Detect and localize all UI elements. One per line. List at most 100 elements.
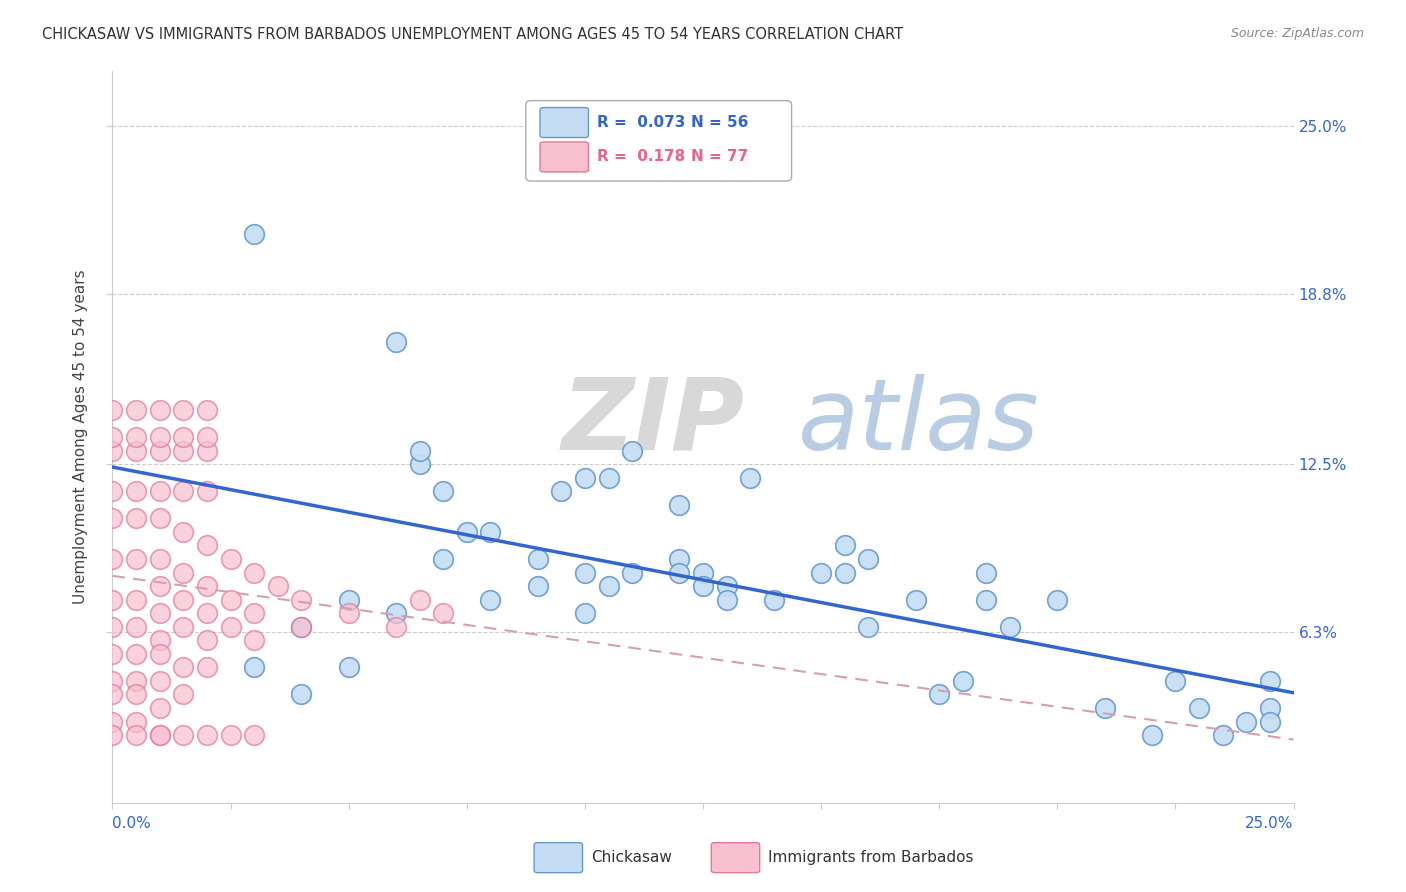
Point — [125, 688, 148, 702]
Point — [1094, 701, 1116, 715]
Point — [432, 484, 454, 499]
Point — [408, 457, 430, 471]
Point — [762, 592, 785, 607]
Point — [621, 566, 644, 580]
Point — [243, 633, 266, 648]
Point — [668, 566, 690, 580]
Point — [692, 566, 714, 580]
Point — [172, 728, 194, 742]
FancyBboxPatch shape — [526, 101, 792, 181]
Point — [243, 606, 266, 620]
Point — [479, 592, 502, 607]
Point — [1046, 592, 1069, 607]
Text: atlas: atlas — [797, 374, 1039, 471]
Point — [101, 620, 124, 634]
Point — [195, 660, 218, 674]
Point — [195, 633, 218, 648]
Point — [149, 443, 172, 458]
Point — [526, 579, 548, 593]
Point — [1258, 714, 1281, 729]
Text: Immigrants from Barbados: Immigrants from Barbados — [768, 850, 973, 865]
Point — [195, 430, 218, 444]
Point — [101, 484, 124, 499]
Point — [172, 592, 194, 607]
Point — [219, 552, 242, 566]
Point — [101, 403, 124, 417]
Point — [101, 511, 124, 525]
Point — [172, 524, 194, 539]
Point — [1258, 673, 1281, 688]
Point — [408, 443, 430, 458]
Point — [149, 701, 172, 715]
Point — [125, 673, 148, 688]
Point — [858, 552, 880, 566]
Text: Chickasaw: Chickasaw — [591, 850, 672, 865]
Point — [598, 471, 620, 485]
Point — [149, 673, 172, 688]
Point — [149, 647, 172, 661]
Point — [125, 443, 148, 458]
Point — [668, 498, 690, 512]
Text: Source: ZipAtlas.com: Source: ZipAtlas.com — [1230, 27, 1364, 40]
Point — [337, 660, 360, 674]
Point — [101, 443, 124, 458]
Point — [172, 484, 194, 499]
Point — [195, 579, 218, 593]
Point — [125, 620, 148, 634]
Point — [172, 403, 194, 417]
Point — [834, 566, 856, 580]
Text: 0.0%: 0.0% — [112, 816, 152, 831]
Text: CHICKASAW VS IMMIGRANTS FROM BARBADOS UNEMPLOYMENT AMONG AGES 45 TO 54 YEARS COR: CHICKASAW VS IMMIGRANTS FROM BARBADOS UN… — [42, 27, 903, 42]
Point — [621, 443, 644, 458]
Point — [1140, 728, 1163, 742]
Point — [716, 592, 738, 607]
Point — [243, 728, 266, 742]
Text: ZIP: ZIP — [561, 374, 744, 471]
Point — [125, 647, 148, 661]
Point — [598, 579, 620, 593]
Text: R =  0.178: R = 0.178 — [596, 150, 685, 164]
Point — [172, 688, 194, 702]
Point — [125, 714, 148, 729]
Point — [408, 592, 430, 607]
Point — [574, 566, 596, 580]
Point — [149, 579, 172, 593]
Point — [125, 430, 148, 444]
Point — [125, 592, 148, 607]
Point — [267, 579, 290, 593]
Point — [479, 524, 502, 539]
Point — [243, 660, 266, 674]
Point — [976, 566, 998, 580]
Point — [101, 714, 124, 729]
Point — [1212, 728, 1234, 742]
Point — [125, 728, 148, 742]
Point — [125, 403, 148, 417]
Point — [195, 606, 218, 620]
Point — [149, 633, 172, 648]
Point — [432, 606, 454, 620]
Point — [928, 688, 950, 702]
Point — [1164, 673, 1187, 688]
Point — [668, 552, 690, 566]
Point — [195, 728, 218, 742]
Point — [290, 620, 312, 634]
Point — [195, 443, 218, 458]
Point — [834, 538, 856, 552]
Point — [810, 566, 832, 580]
Point — [125, 511, 148, 525]
Point — [149, 484, 172, 499]
Point — [219, 620, 242, 634]
Point — [290, 688, 312, 702]
Point — [337, 606, 360, 620]
Point — [149, 511, 172, 525]
Point — [1234, 714, 1257, 729]
Point — [149, 552, 172, 566]
Point — [337, 592, 360, 607]
Point — [172, 660, 194, 674]
Point — [149, 606, 172, 620]
Point — [1258, 701, 1281, 715]
Text: N = 56: N = 56 — [692, 115, 748, 130]
Point — [432, 552, 454, 566]
Text: R =  0.073: R = 0.073 — [596, 115, 685, 130]
Point — [976, 592, 998, 607]
